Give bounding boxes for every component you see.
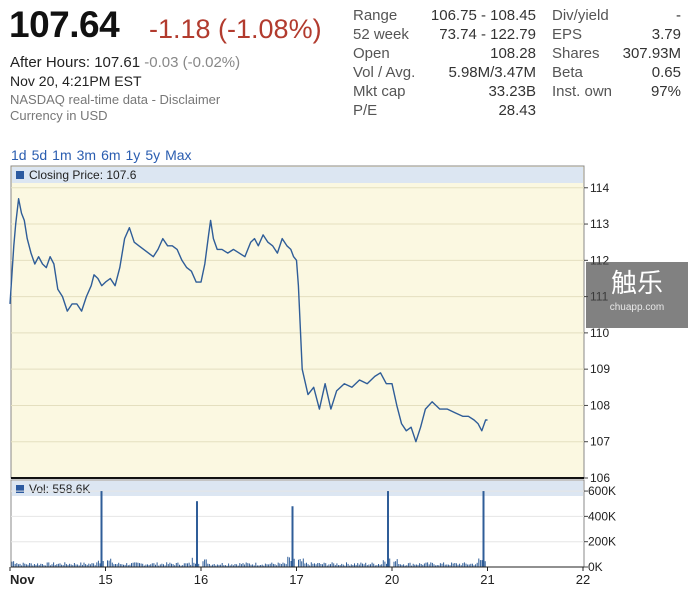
range-5d[interactable]: 5d [31,147,48,163]
stat-row: Vol / Avg. 5.98M/3.47M [353,63,536,82]
stat-value: 0.65 [651,64,681,81]
x-tick-label: Nov [10,572,35,587]
range-max[interactable]: Max [165,147,192,163]
stat-value: 106.75 - 108.45 [430,7,536,24]
stat-value: 3.79 [651,26,681,43]
currency-note: Currency in USD [10,108,108,123]
data-source-disclaimer[interactable]: NASDAQ real-time data - Disclaimer [10,92,221,107]
price-y-tick-label: 110 [590,326,609,340]
x-tick-label: 17 [289,572,303,587]
stats-left-table: Range 106.75 - 108.45 52 week 73.74 - 122.… [353,6,536,120]
last-price: 107.64 [9,4,120,45]
watermark-logo: 触乐 chuapp.com [586,262,688,328]
stat-row: Mkt cap 33.23B [353,82,536,101]
volume-y-tick-label: 200K [588,535,616,549]
x-tick-label: 15 [98,572,112,587]
stat-value: 108.28 [490,45,536,62]
quote-datetime: Nov 20, 4:21PM EST [10,73,142,89]
stat-value: 307.93M [622,45,681,62]
watermark-text: 触乐 [610,269,663,299]
price-panel-bottom-border [11,477,584,479]
stat-row: EPS 3.79 [552,25,681,44]
x-tick-label: 22 [576,572,590,587]
stat-row: Range 106.75 - 108.45 [353,6,536,25]
range-1d[interactable]: 1d [11,147,27,163]
stat-label: Mkt cap [353,83,406,100]
x-axis: Nov 15 16 17 20 21 22 [9,566,590,587]
x-tick-label: 20 [385,572,399,587]
watermark-url: chuapp.com [609,302,665,313]
stat-row: Inst. own 97% [552,82,681,101]
stat-row: Shares 307.93M [552,44,681,63]
range-1y[interactable]: 1y [125,147,141,163]
stat-label: 52 week [353,26,409,43]
after-hours-change: -0.03 (-0.02%) [144,54,241,71]
stat-value: 5.98M/3.47M [448,64,536,81]
price-y-tick-label: 113 [590,217,609,231]
range-3m[interactable]: 3m [76,147,97,163]
price-y-tick-label: 108 [590,398,610,412]
volume-panel: Vol: 558.6K 0K 200K 400K 600K [10,479,616,574]
price-change: -1.18 (-1.08%) [149,14,322,44]
stat-label: Open [353,45,390,62]
volume-legend-label: Vol: 558.6K [29,482,90,496]
stat-label: Shares [552,45,600,62]
price-y-tick-label: 114 [590,181,609,195]
x-tick-label: 16 [194,572,208,587]
after-hours: After Hours: 107.61 -0.03 (-0.02%) [10,54,240,71]
after-hours-label: After Hours: 107.61 [10,54,141,71]
volume-y-tick-label: 600K [588,484,616,498]
stat-row: 52 week 73.74 - 122.79 [353,25,536,44]
stat-value: 73.74 - 122.79 [439,26,536,43]
price-y-tick-label: 109 [590,362,610,376]
stat-label: Range [353,7,398,24]
price-panel: Closing Price: 107.610610710810911011111… [9,165,610,485]
range-6m[interactable]: 6m [101,147,121,163]
stat-label: Div/yield [552,7,609,24]
stat-value: 28.43 [498,102,536,119]
stat-value: - [676,7,681,24]
price-legend-label: Closing Price: 107.6 [29,168,137,182]
stat-row: Beta 0.65 [552,63,681,82]
stat-label: Vol / Avg. [353,64,416,81]
price-y-tick-label: 106 [590,471,610,485]
stat-label: EPS [552,26,583,43]
range-1m[interactable]: 1m [52,147,72,163]
volume-legend-swatch [16,485,24,493]
volume-y-tick-label: 0K [588,560,603,574]
volume-y-tick-label: 400K [588,509,616,523]
stat-row: P/E 28.43 [353,101,536,120]
price-legend-bar [12,167,583,183]
stat-label: Beta [552,64,583,81]
closing-price-line [9,197,488,443]
x-tick-label: 21 [480,572,494,587]
stat-label: P/E [353,102,378,119]
volume-legend-bar [12,481,583,496]
stat-value: 33.23B [488,83,536,100]
stat-value: 97% [650,83,681,100]
time-range-selector: 1d 5d 1m 3m 6m 1y 5y Max [11,147,197,163]
stat-row: Div/yield - [552,6,681,25]
price-y-tick-label: 107 [590,435,610,449]
price-plot-area [10,165,585,479]
stats-right-table: Div/yield - EPS 3.79 Shares 307.93M Beta 0.6… [552,6,681,101]
range-5y[interactable]: 5y [145,147,161,163]
stat-row: Open 108.28 [353,44,536,63]
price-legend-swatch [16,171,24,179]
stat-label: Inst. own [552,83,613,100]
